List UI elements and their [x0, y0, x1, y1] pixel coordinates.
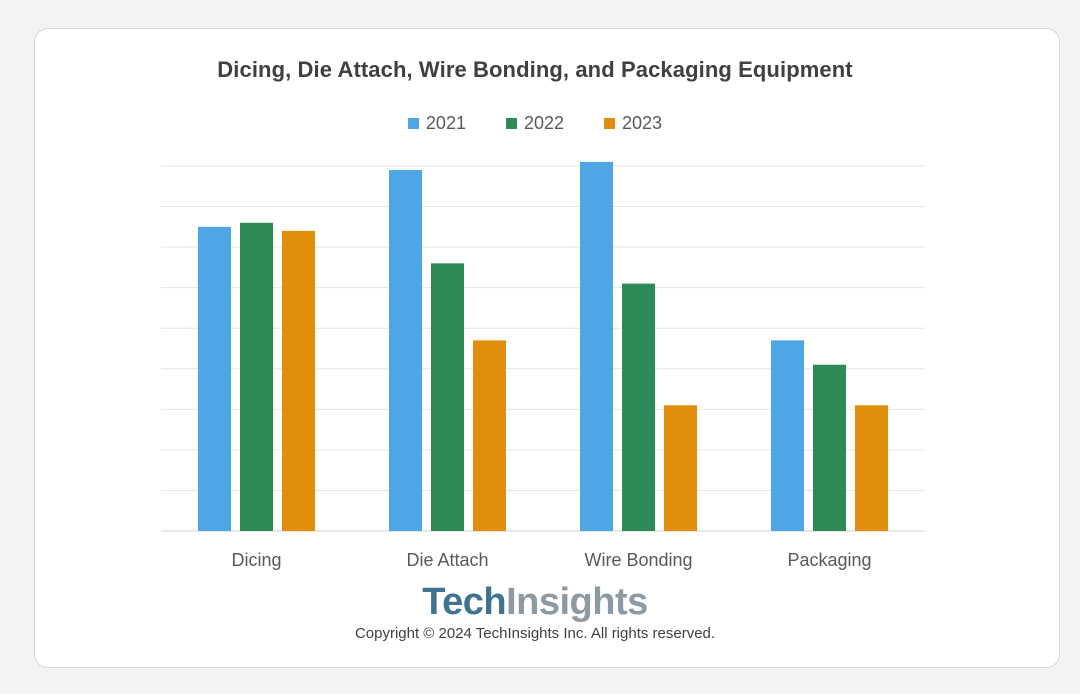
legend-label-2023: 2023	[622, 113, 663, 133]
legend-label-2022: 2022	[523, 113, 565, 133]
x-tick-label: Packaging	[787, 550, 871, 570]
legend-swatch-2021	[407, 118, 419, 129]
legend-item-2022: 2022	[505, 113, 565, 134]
bar-packaging-2023	[855, 405, 888, 531]
chart-title: Dicing, Die Attach, Wire Bonding, and Pa…	[217, 57, 853, 82]
legend-item-2021: 2021	[407, 113, 466, 134]
legend-swatch-2022	[505, 118, 517, 129]
techinsights-logo: TechInsights	[35, 581, 1035, 624]
bar-wire-bonding-2021	[580, 161, 613, 531]
bar-die-attach-2022	[431, 263, 464, 531]
chart-card: Dicing, Die Attach, Wire Bonding, and Pa…	[34, 28, 1060, 668]
logo-part-insights: Insights	[506, 581, 648, 623]
logo-part-tech: Tech	[422, 581, 507, 623]
bar-packaging-2022	[813, 364, 846, 531]
bar-dicing-2022	[240, 222, 273, 531]
x-tick-label: Die Attach	[406, 550, 488, 570]
bar-wire-bonding-2023	[664, 405, 697, 531]
copyright-text: Copyright © 2024 TechInsights Inc. All r…	[354, 625, 716, 642]
chart-legend: 2021 2022 2023	[35, 113, 1035, 134]
x-tick-label: Dicing	[231, 550, 281, 570]
x-tick-label: Wire Bonding	[584, 550, 692, 570]
legend-item-2023: 2023	[604, 113, 662, 134]
legend-label-2021: 2021	[425, 113, 466, 133]
bar-dicing-2023	[282, 230, 315, 531]
bar-die-attach-2021	[389, 170, 422, 532]
bar-dicing-2021	[198, 226, 231, 532]
legend-swatch-2023	[604, 118, 616, 129]
bar-die-attach-2023	[473, 340, 506, 531]
bar-wire-bonding-2022	[622, 283, 655, 531]
bar-chart-plot: Dicing Die Attach Wire Bonding Packaging	[161, 161, 925, 570]
bar-packaging-2021	[771, 340, 804, 531]
